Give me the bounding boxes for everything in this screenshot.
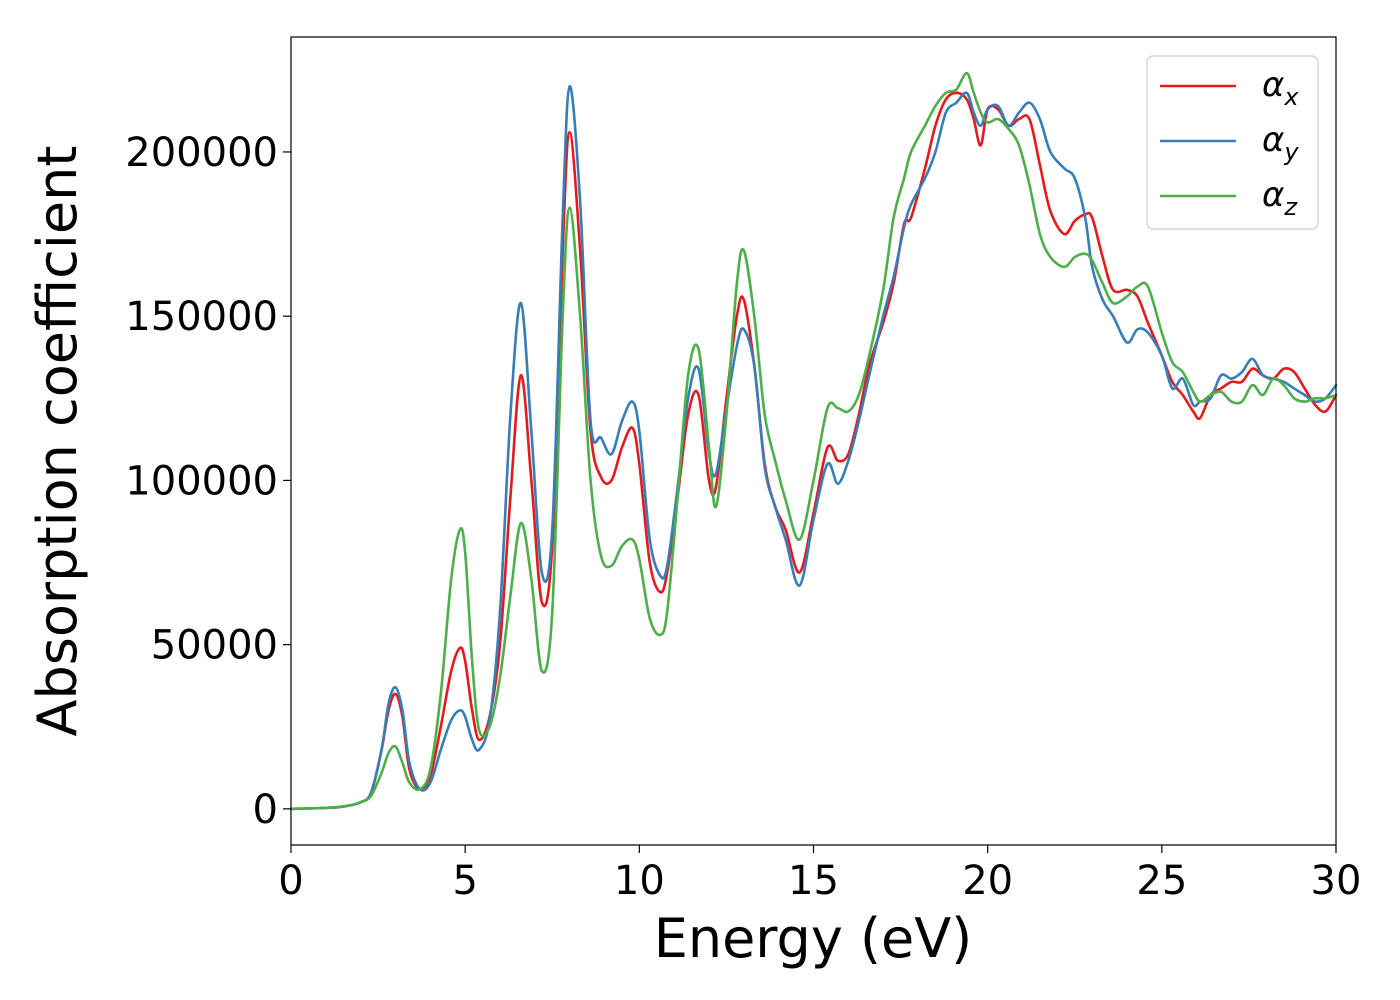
legend-subscript: z bbox=[1283, 193, 1298, 221]
x-tick-label: 30 bbox=[1311, 858, 1362, 904]
legend-label-x: αx bbox=[1262, 65, 1299, 111]
x-tick-label: 25 bbox=[1136, 858, 1187, 904]
x-tick-label: 20 bbox=[962, 858, 1013, 904]
legend-subscript: x bbox=[1283, 83, 1299, 111]
x-tick-label: 0 bbox=[278, 858, 303, 904]
x-tick-label: 15 bbox=[788, 858, 839, 904]
x-tick-label: 10 bbox=[614, 858, 665, 904]
legend-subscript: y bbox=[1283, 138, 1299, 166]
y-tick-label: 200000 bbox=[125, 130, 278, 176]
y-axis-label: Absorption coefficient bbox=[26, 146, 89, 737]
x-tick-label: 5 bbox=[452, 858, 477, 904]
y-tick-label: 50000 bbox=[151, 623, 278, 669]
y-tick-label: 0 bbox=[253, 787, 278, 833]
series-line-z bbox=[289, 71, 1338, 811]
plot-lines bbox=[289, 71, 1338, 811]
y-tick-label: 150000 bbox=[125, 294, 278, 340]
x-axis-label: Energy (eV) bbox=[654, 907, 973, 970]
y-axis-ticks: 0 50000 100000 150000 200000 bbox=[125, 130, 291, 833]
legend-frame bbox=[1146, 55, 1319, 230]
y-tick-label: 100000 bbox=[125, 458, 278, 504]
x-axis-ticks: 0 5 10 15 20 25 30 bbox=[278, 845, 1361, 904]
legend-label-y: αy bbox=[1262, 120, 1299, 166]
